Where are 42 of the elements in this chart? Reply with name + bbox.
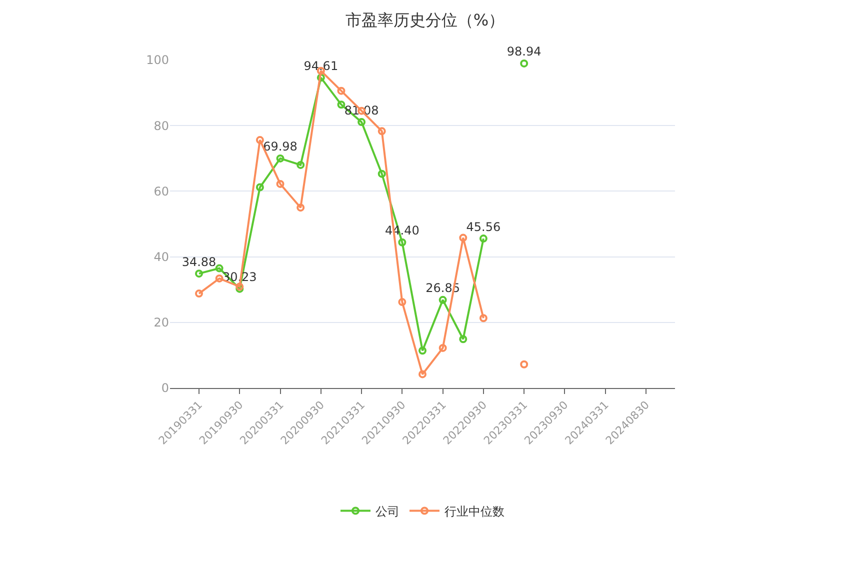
point [438,344,447,352]
point [378,127,386,136]
point [418,370,426,378]
point [296,160,305,169]
legend-label: 公司 [376,504,400,518]
point [479,314,488,322]
data-label: 45.56 [466,220,501,234]
data-label: 94.61 [304,58,338,73]
point [316,74,325,82]
point [418,346,426,355]
point [256,136,264,144]
data-label: 34.88 [182,254,216,269]
point [215,264,224,272]
point [337,100,346,109]
point [215,274,224,282]
point [398,238,406,246]
point [337,86,346,95]
point [479,234,488,243]
legend-label: 行业中位数 [444,504,504,518]
point [459,234,468,242]
point [195,270,203,278]
point [276,180,284,188]
data-label: 98.94 [506,44,542,59]
point [459,335,468,344]
data-label: 69.98 [263,140,298,154]
point [378,170,386,178]
y-tick-label: 80 [154,118,169,133]
y-tick-label: 40 [154,250,169,264]
y-tick-label: 100 [146,53,169,68]
point [438,296,447,304]
point [276,154,284,162]
point [358,118,366,126]
y-tick-label: 60 [154,184,169,198]
y-tick-label: 0 [161,381,169,396]
point [398,298,406,306]
point [296,204,305,212]
chart-title: 市盈率历史分位（%） [345,10,505,30]
point [256,183,264,192]
y-tick-label: 20 [154,316,169,330]
point [520,59,528,68]
point [195,290,203,298]
point [520,360,528,368]
